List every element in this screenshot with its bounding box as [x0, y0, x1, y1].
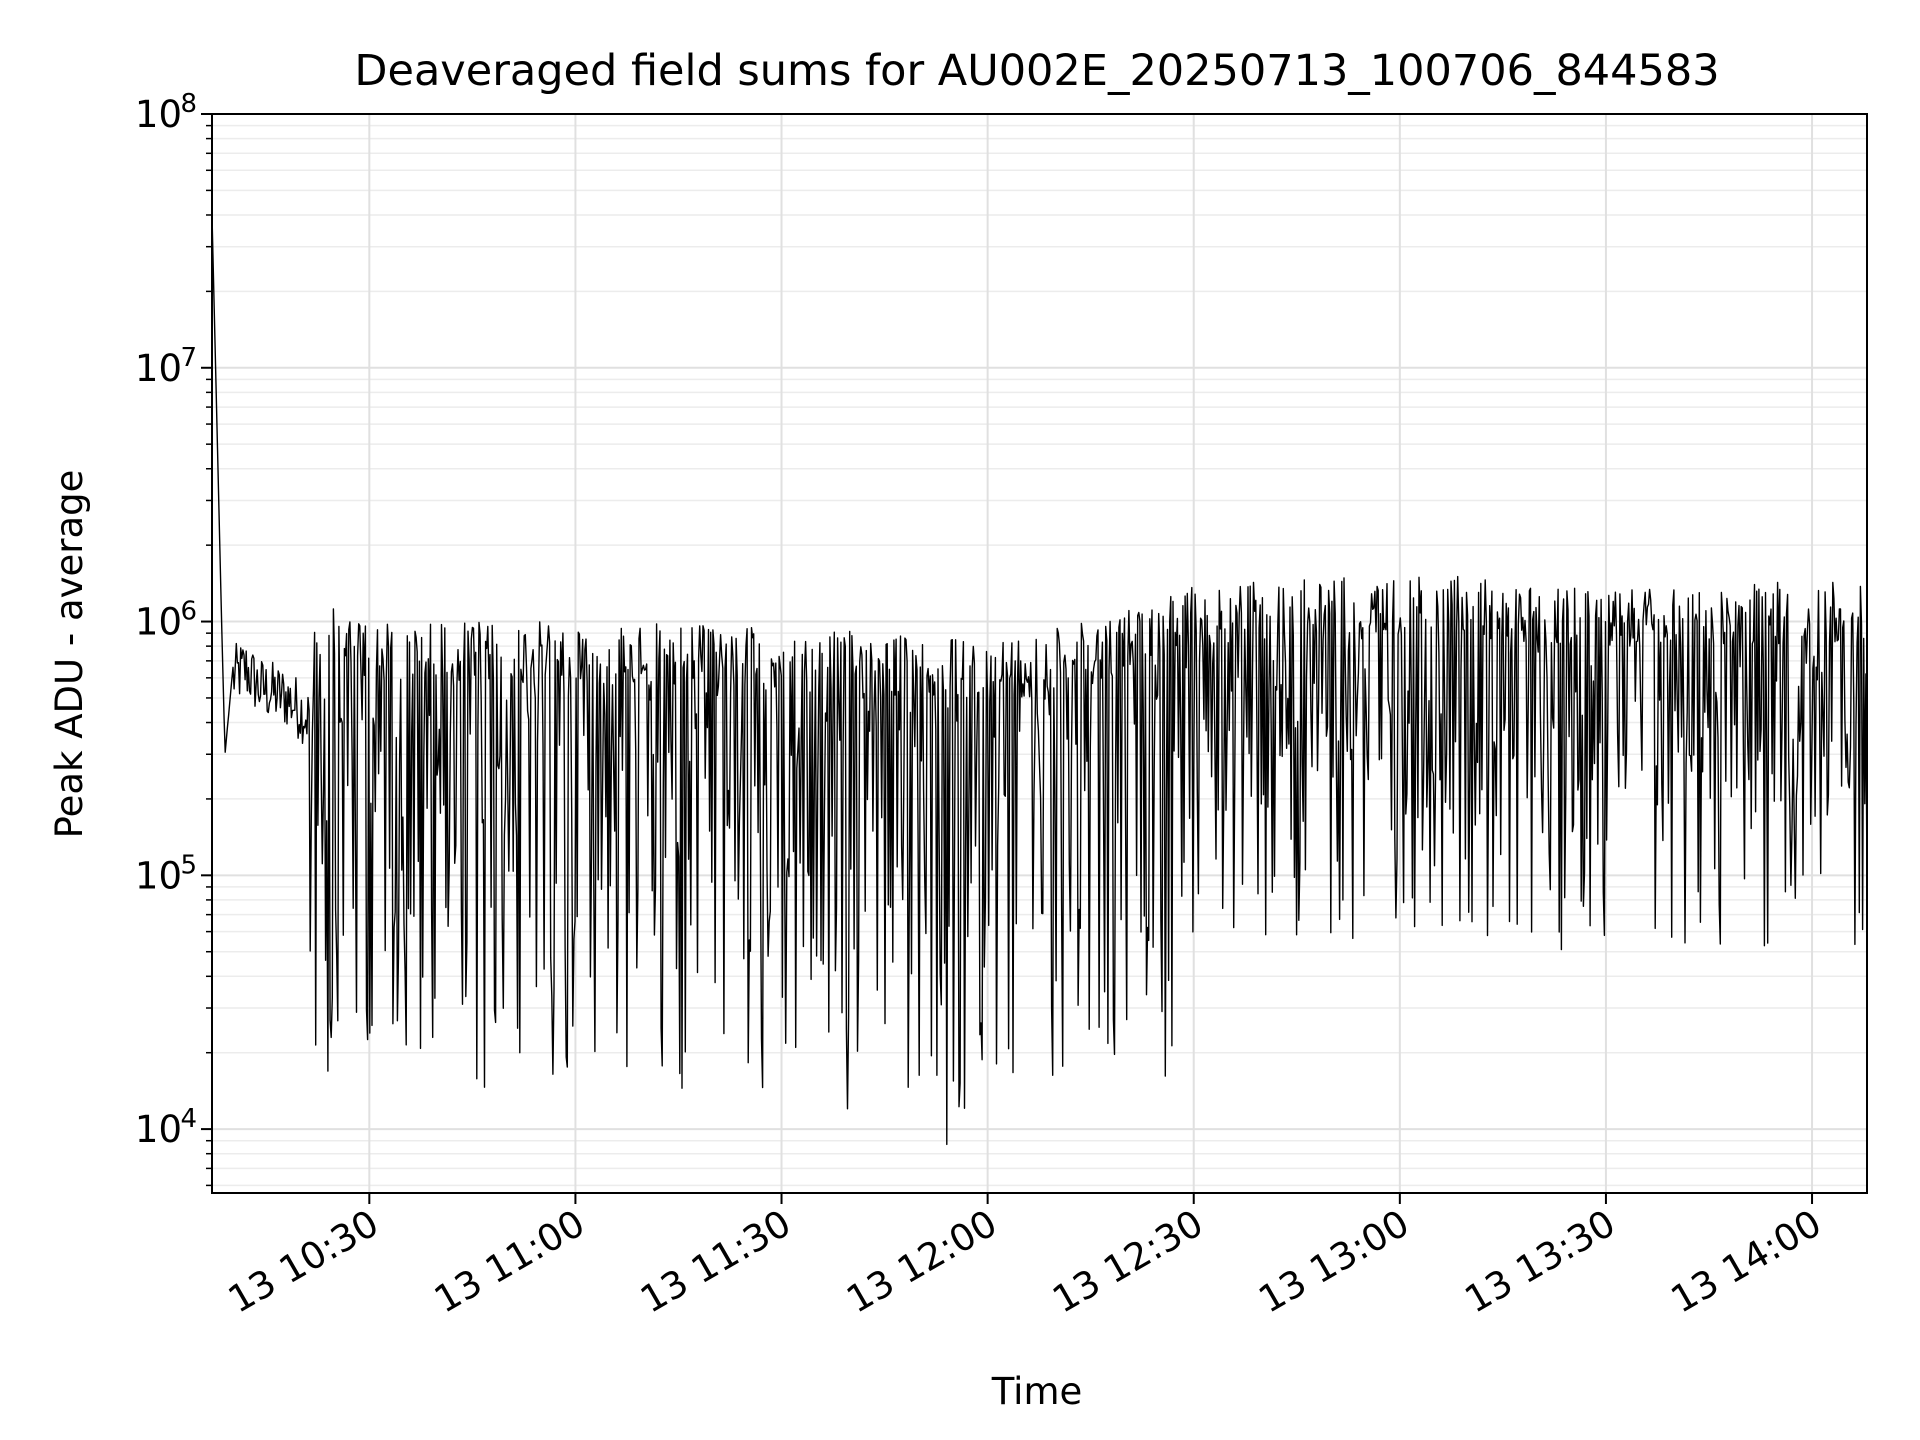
y-tick-label: 10 [135, 347, 182, 390]
chart-title: Deaveraged field sums for AU002E_2025071… [354, 46, 1719, 96]
y-tick-exponent: 6 [180, 597, 197, 627]
plot-frame [211, 113, 1868, 1194]
series-layer [211, 214, 1868, 1146]
grid [212, 113, 1867, 1193]
series-line [211, 214, 1868, 1146]
y-tick-label: 10 [135, 601, 182, 644]
y-tick-exponent: 5 [180, 850, 197, 880]
y-tick-label: 10 [135, 93, 182, 136]
y-tick-exponent: 8 [180, 89, 197, 119]
y-tick-exponent: 7 [180, 343, 197, 373]
y-tick-label: 10 [135, 1108, 182, 1151]
y-tick-label: 10 [135, 854, 182, 897]
y-tick-exponent: 4 [180, 1104, 197, 1134]
y-axis-label: Peak ADU - average [48, 470, 91, 839]
x-axis-label: Time [991, 1370, 1083, 1413]
